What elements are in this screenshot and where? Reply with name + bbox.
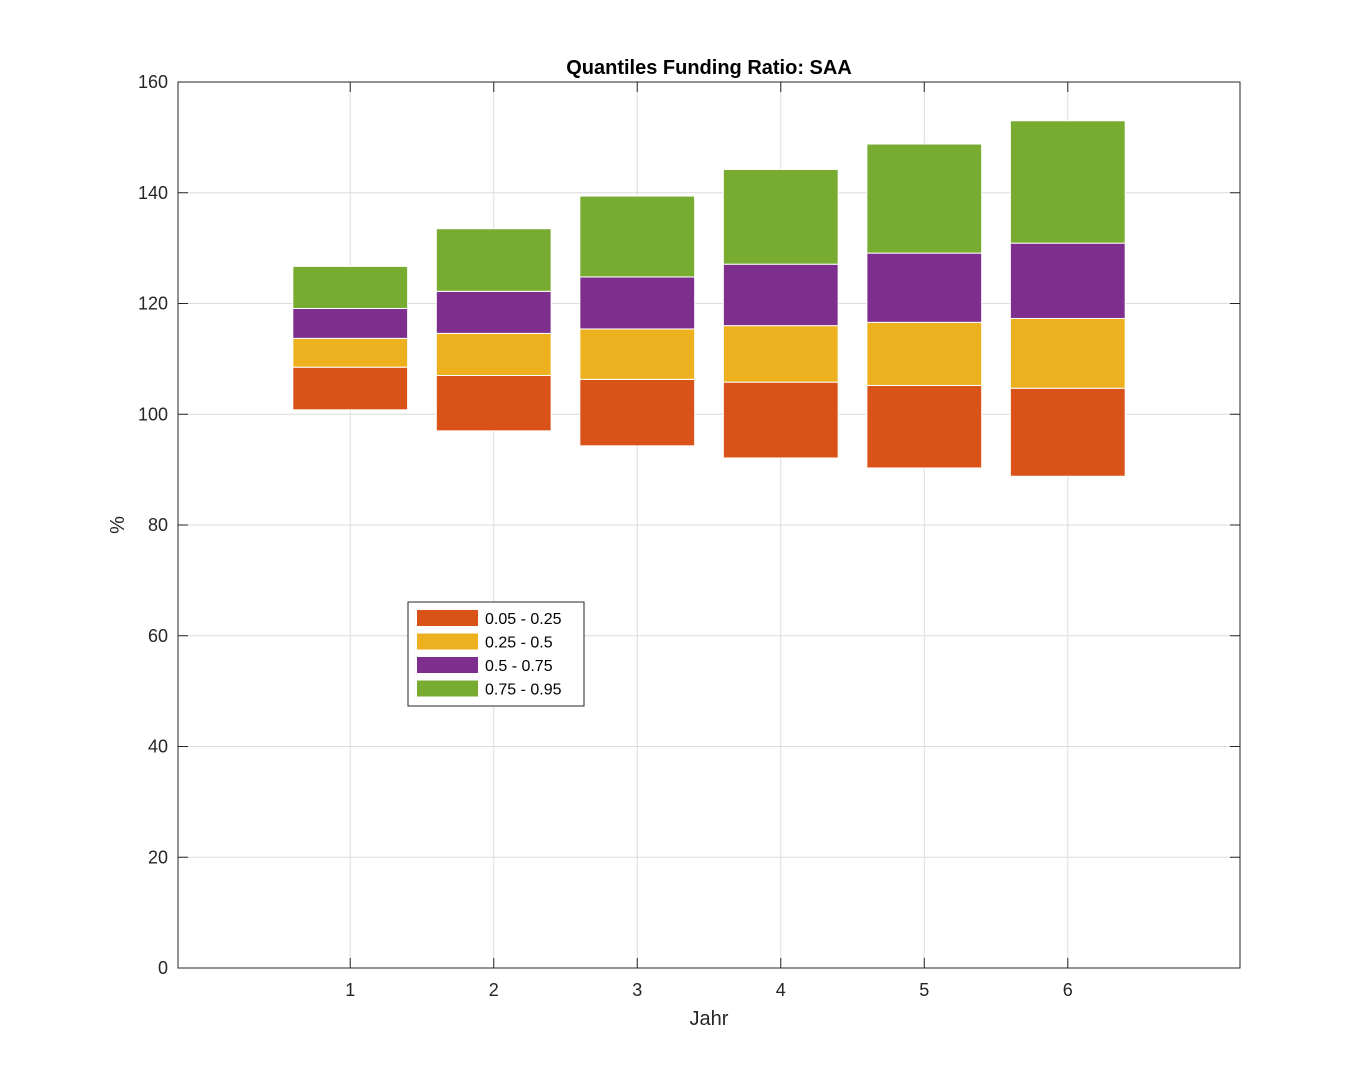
bar-segment (292, 337, 409, 368)
y-tick-label: 60 (148, 626, 168, 646)
legend-label: 0.05 - 0.25 (485, 611, 562, 628)
bar-segment (579, 378, 696, 447)
y-tick-labels: 0 20 40 60 80 100 120 140 160 (138, 72, 168, 978)
bar-segment (866, 143, 983, 254)
bar-segment (722, 168, 839, 265)
x-tick-label: 5 (919, 980, 929, 1000)
legend-label: 0.25 - 0.5 (485, 635, 553, 652)
bar-segment (866, 321, 983, 386)
bar-segment (1009, 387, 1126, 477)
bar-segment (722, 263, 839, 327)
y-tick-label: 160 (138, 72, 168, 92)
y-axis-label: % (107, 516, 129, 534)
bar-segment (292, 307, 409, 339)
x-axis-label: Jahr (690, 1008, 729, 1030)
chart-title: Quantiles Funding Ratio: SAA (566, 57, 852, 79)
x-tick-labels: 1 2 3 4 5 6 (345, 980, 1073, 1000)
ticks (178, 81, 1240, 969)
y-tick-label: 20 (148, 847, 168, 867)
legend-swatch (417, 657, 478, 673)
x-tick-label: 6 (1063, 980, 1073, 1000)
bars (292, 120, 1126, 477)
legend-label: 0.75 - 0.95 (485, 682, 562, 699)
bar-segment (579, 195, 696, 278)
bar-segment (435, 228, 552, 292)
bar-segment (1009, 120, 1126, 244)
bar-segment (292, 265, 409, 309)
y-tick-label: 100 (138, 404, 168, 424)
y-tick-label: 40 (148, 737, 168, 757)
bar-segment (435, 374, 552, 432)
legend-swatch (417, 633, 478, 650)
bar-segment (435, 290, 552, 334)
bar-segment (579, 276, 696, 330)
x-tick-label: 1 (345, 980, 355, 1000)
legend: 0.05 - 0.25 0.25 - 0.5 0.5 - 0.75 0.75 - 0.… (407, 601, 585, 707)
y-tick-label: 80 (148, 515, 168, 535)
bar-segment (579, 328, 696, 380)
bar-segment (435, 332, 552, 376)
bar-segment (292, 366, 409, 411)
x-tick-label: 4 (776, 980, 786, 1000)
legend-swatch (417, 680, 478, 697)
bar-segment (722, 381, 839, 459)
bar-segment (722, 325, 839, 383)
legend-label: 0.5 - 0.75 (485, 658, 553, 675)
bar-segment (866, 384, 983, 469)
y-tick-label: 120 (138, 294, 168, 314)
y-tick-label: 0 (158, 958, 168, 978)
bar-segment (1009, 242, 1126, 319)
legend-swatch (417, 610, 478, 626)
x-tick-label: 2 (489, 980, 499, 1000)
x-tick-label: 3 (632, 980, 642, 1000)
bar-segment (1009, 317, 1126, 389)
bar-segment (866, 252, 983, 323)
y-tick-label: 140 (138, 183, 168, 203)
